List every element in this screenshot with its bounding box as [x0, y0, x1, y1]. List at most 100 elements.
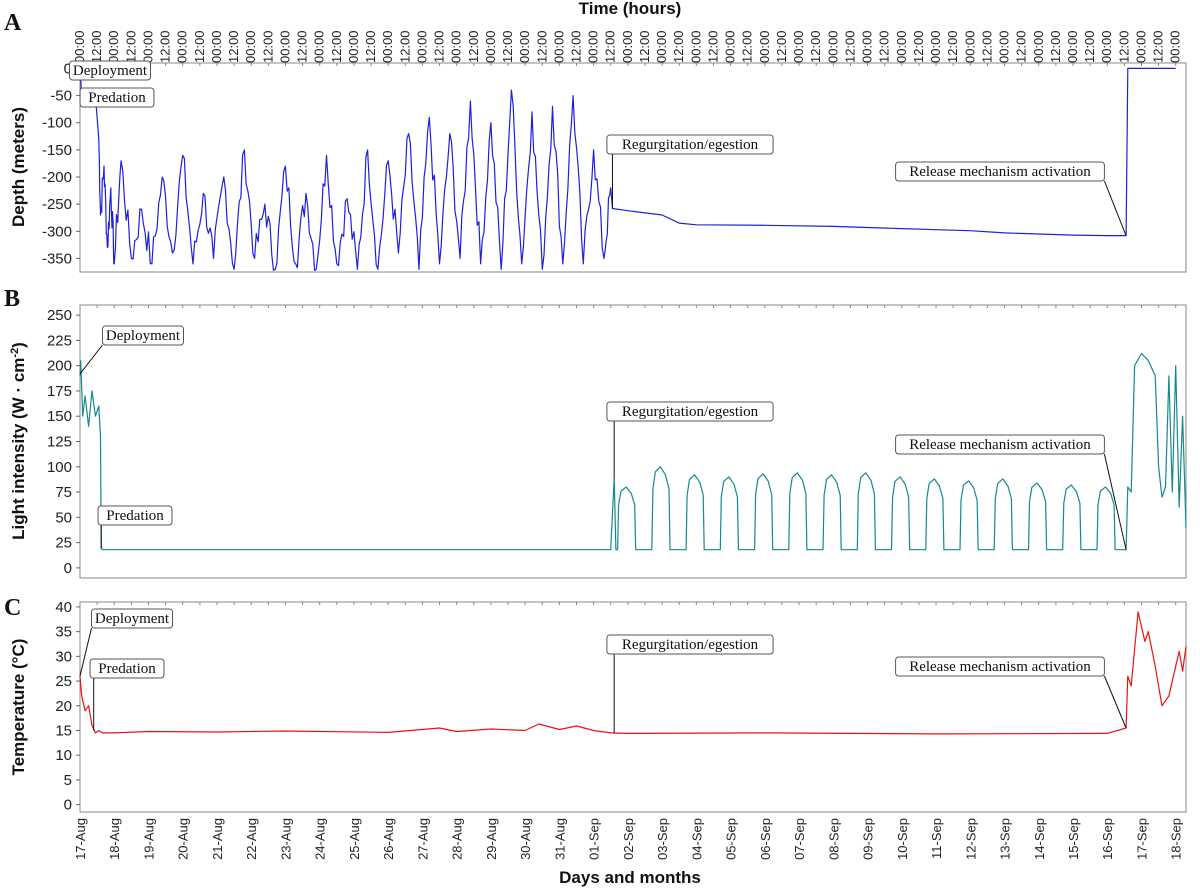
bottom-tick-label: 07-Sep: [792, 818, 807, 860]
y-tick-label: -350: [42, 250, 72, 267]
annotation: Release mechanism activation: [895, 656, 1127, 729]
annotation-box: [89, 658, 165, 679]
y-tick-label: -250: [42, 196, 72, 213]
annotation-connector: [79, 627, 92, 677]
y-tick-label: -100: [42, 115, 72, 132]
y-tick-label: -300: [42, 223, 72, 240]
y-tick-label: 125: [47, 434, 72, 451]
y-axis-title-superscript: -2: [9, 348, 21, 358]
top-tick-label: 00:00: [997, 30, 1012, 63]
bottom-tick-label: 26-Aug: [381, 818, 396, 860]
y-tick-label: 10: [55, 747, 72, 764]
y-axis-title: Temperature (°C): [9, 639, 28, 776]
bottom-tick-label: 04-Sep: [689, 818, 704, 860]
y-tick-label: 225: [47, 332, 72, 349]
top-tick-label: 12:00: [329, 30, 344, 63]
bottom-tick-label: 25-Aug: [347, 818, 362, 860]
y-axis-title-end: ): [9, 342, 28, 348]
top-tick-label: 12:00: [774, 30, 789, 63]
annotation-label: Release mechanism activation: [909, 437, 1091, 453]
top-tick-label: 00:00: [346, 30, 361, 63]
top-tick-label: 12:00: [911, 30, 926, 63]
top-tick-label: 12:00: [466, 30, 481, 63]
bottom-tick-label: 24-Aug: [313, 818, 328, 860]
annotation: Regurgitation/egestion: [606, 401, 774, 478]
top-tick-label: 00:00: [860, 30, 875, 63]
top-tick-labels: 00:00 12:00 00:00 12:00 00:00 12:00 00:00 12:00…: [72, 30, 1183, 63]
top-tick-label: 00:00: [654, 30, 669, 63]
top-tick-label: 00:00: [72, 30, 87, 63]
annotation-box: [606, 134, 774, 155]
series-line: [79, 611, 1187, 735]
top-tick-label: 00:00: [620, 30, 635, 63]
bottom-tick-label: 29-Aug: [484, 818, 499, 860]
annotation-box: [895, 434, 1105, 455]
y-tick-label: -150: [42, 142, 72, 159]
bottom-tick-label: 12-Sep: [963, 818, 978, 860]
annotation: Predation: [79, 87, 155, 108]
top-tick-label: 00:00: [175, 30, 190, 63]
y-tick-label: 25: [55, 535, 72, 552]
panel-b: B 0 25 50 75 100 125 150 175 200 225 250 Light inten…: [4, 286, 1187, 579]
bottom-tick-label: 05-Sep: [724, 818, 739, 860]
bottom-tick-label: 03-Sep: [655, 818, 670, 860]
top-tick-label: 00:00: [243, 30, 258, 63]
annotation-box: [895, 161, 1105, 182]
y-tick-label: -200: [42, 169, 72, 186]
bottom-tick-label: 23-Aug: [278, 818, 293, 860]
panel-letter: C: [4, 595, 21, 621]
top-tick-label: 00:00: [928, 30, 943, 63]
bottom-tick-label: 13-Sep: [998, 818, 1013, 860]
top-tick-label: 12:00: [842, 30, 857, 63]
y-axis-title: Depth (meters): [9, 107, 28, 227]
bottom-tick-label: 22-Aug: [244, 818, 259, 860]
top-axis-title: Time (hours): [579, 0, 682, 18]
top-tick-label: 00:00: [1168, 30, 1183, 63]
top-tick-label: 00:00: [140, 30, 155, 63]
bottom-tick-label: 14-Sep: [1032, 818, 1047, 860]
top-tick-label: 12:00: [260, 30, 275, 63]
y-tick-label: 175: [47, 383, 72, 400]
top-tick-label: 12:00: [671, 30, 686, 63]
top-tick-label: 00:00: [483, 30, 498, 63]
top-tick-label: 12:00: [295, 30, 310, 63]
top-tick-label: 12:00: [637, 30, 652, 63]
bottom-tick-label: 09-Sep: [861, 818, 876, 860]
top-tick-label: 12:00: [363, 30, 378, 63]
top-tick-label: 12:00: [740, 30, 755, 63]
top-tick-label: 12:00: [945, 30, 960, 63]
y-tick-label: 20: [55, 698, 72, 715]
top-tick-label: 12:00: [1048, 30, 1063, 63]
top-tick-label: 12:00: [1151, 30, 1166, 63]
annotation-label: Predation: [98, 661, 156, 677]
series-line: [79, 67, 1176, 271]
top-tick-label: 12:00: [705, 30, 720, 63]
annotation-label: Release mechanism activation: [909, 659, 1091, 675]
annotation-label: Predation: [106, 508, 164, 524]
top-tick-label: 12:00: [123, 30, 138, 63]
annotation: Release mechanism activation: [895, 434, 1127, 550]
annotation-label: Predation: [88, 90, 146, 106]
annotation-box: [606, 634, 774, 655]
y-tick-label: 250: [47, 307, 72, 324]
annotation-box: [895, 656, 1105, 677]
top-tick-label: 12:00: [877, 30, 892, 63]
top-tick-label: 12:00: [158, 30, 173, 63]
bottom-tick-label: 21-Aug: [210, 818, 225, 860]
annotation-label: Regurgitation/egestion: [622, 404, 759, 420]
top-tick-label: 12:00: [192, 30, 207, 63]
top-tick-label: 12:00: [1014, 30, 1029, 63]
y-tick-label: -50: [50, 88, 72, 105]
plot-frame: [79, 601, 1187, 813]
annotation-box: [97, 505, 173, 526]
panel-letter: B: [4, 286, 20, 312]
top-tick-label: 12:00: [603, 30, 618, 63]
bottom-tick-label: 20-Aug: [176, 818, 191, 860]
series-line: [79, 352, 1187, 551]
bottom-tick-label: 01-Sep: [587, 818, 602, 860]
top-tick-label: 00:00: [414, 30, 429, 63]
bottom-tick-label: 18-Sep: [1169, 818, 1184, 860]
annotation: Regurgitation/egestion: [606, 634, 774, 733]
panel-letter: A: [4, 10, 22, 36]
annotation-box: [79, 87, 155, 108]
